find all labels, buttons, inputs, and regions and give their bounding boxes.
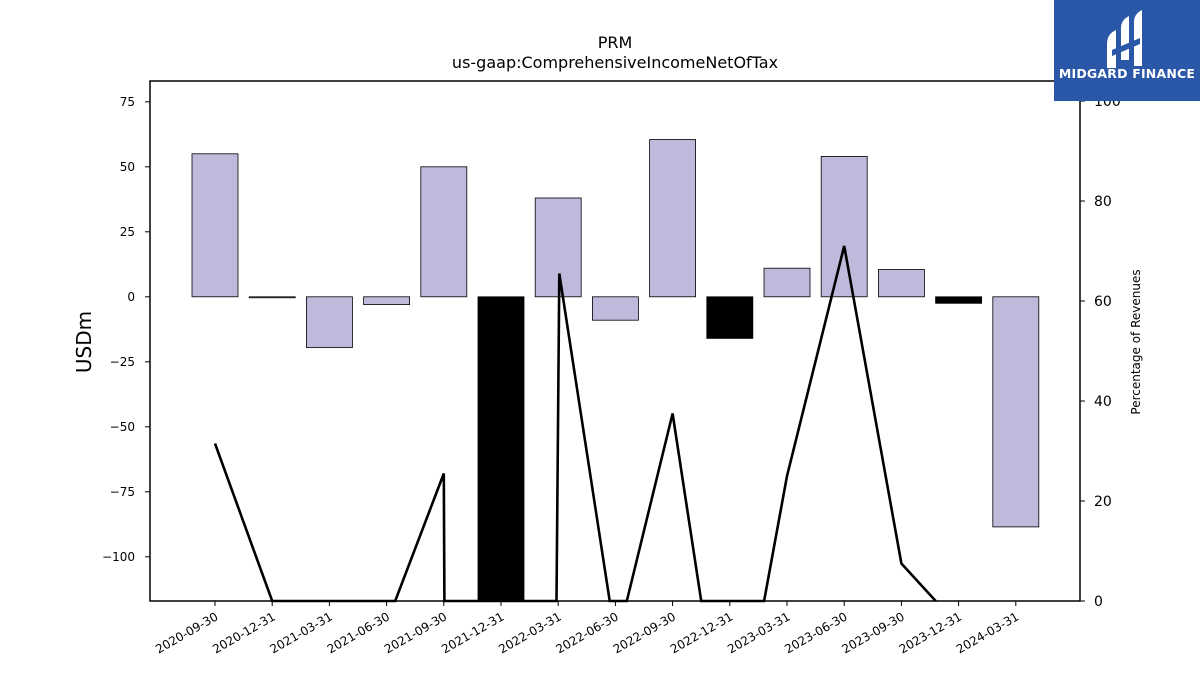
y2-tick-label: 60 [1094, 294, 1112, 310]
y-tick-label: −75 [110, 485, 135, 499]
brand-logo: MIDGARD FINANCE [1054, 0, 1200, 101]
x-tick-label: 2022-06-30 [553, 609, 620, 656]
logo-text: MIDGARD FINANCE [1058, 66, 1196, 81]
bar [935, 296, 982, 304]
bar [363, 296, 411, 305]
x-tick-label: 2021-09-30 [382, 609, 449, 656]
y2-tick-label: 80 [1094, 194, 1112, 210]
bar [477, 296, 525, 602]
bar [820, 155, 868, 298]
y-tick-label: 50 [120, 160, 135, 174]
x-tick-label: 2021-03-31 [267, 609, 334, 656]
bar [763, 267, 811, 298]
x-tick-label: 2020-09-30 [153, 609, 220, 656]
x-tick-label: 2022-09-30 [611, 609, 678, 656]
y-tick-label: −50 [110, 420, 135, 434]
bar-layer [191, 139, 1040, 602]
bar [706, 296, 754, 339]
x-tick-label: 2023-03-31 [725, 609, 792, 656]
x-tick-label: 2022-12-31 [668, 609, 735, 656]
y-tick-label: −25 [110, 355, 135, 369]
x-tick-label: 2021-06-30 [325, 609, 392, 656]
bar [248, 296, 296, 299]
y-tick-label: 25 [120, 225, 135, 239]
plot-frame [149, 80, 1081, 602]
bar [649, 139, 696, 298]
bar [878, 269, 925, 298]
y-tick-label: 0 [127, 290, 135, 304]
x-tick-label: 2023-09-30 [839, 609, 906, 656]
y2-tick-label: 0 [1094, 594, 1103, 610]
chart-title: PRM [598, 33, 633, 52]
bar [420, 166, 468, 298]
y-axis-label: USDm [72, 311, 96, 373]
y2-axis-label: Percentage of Revenues [1129, 269, 1143, 414]
logo-mark-icon [1107, 10, 1142, 68]
x-tick-label: 2022-03-31 [496, 609, 563, 656]
bar [592, 296, 639, 321]
bar [992, 296, 1040, 528]
x-tick-label: 2023-12-31 [897, 609, 964, 656]
x-tick-label: 2023-06-30 [782, 609, 849, 656]
y-tick-label: 75 [120, 95, 135, 109]
y2-tick-label: 20 [1094, 494, 1112, 510]
y-tick-label: −100 [102, 550, 135, 564]
axes: 7550250−25−50−75−1000204060801002020-09-… [102, 80, 1121, 656]
y2-tick-label: 40 [1094, 394, 1112, 410]
x-tick-label: 2021-12-31 [439, 609, 506, 656]
x-tick-label: 2024-03-31 [954, 609, 1021, 656]
bar [305, 296, 353, 348]
chart-subtitle: us-gaap:ComprehensiveIncomeNetOfTax [452, 53, 778, 72]
x-tick-label: 2020-12-31 [210, 609, 277, 656]
bar [191, 153, 239, 298]
